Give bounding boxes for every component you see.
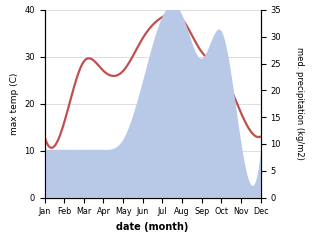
Y-axis label: max temp (C): max temp (C) — [10, 73, 19, 135]
X-axis label: date (month): date (month) — [116, 222, 189, 232]
Y-axis label: med. precipitation (kg/m2): med. precipitation (kg/m2) — [295, 47, 304, 160]
